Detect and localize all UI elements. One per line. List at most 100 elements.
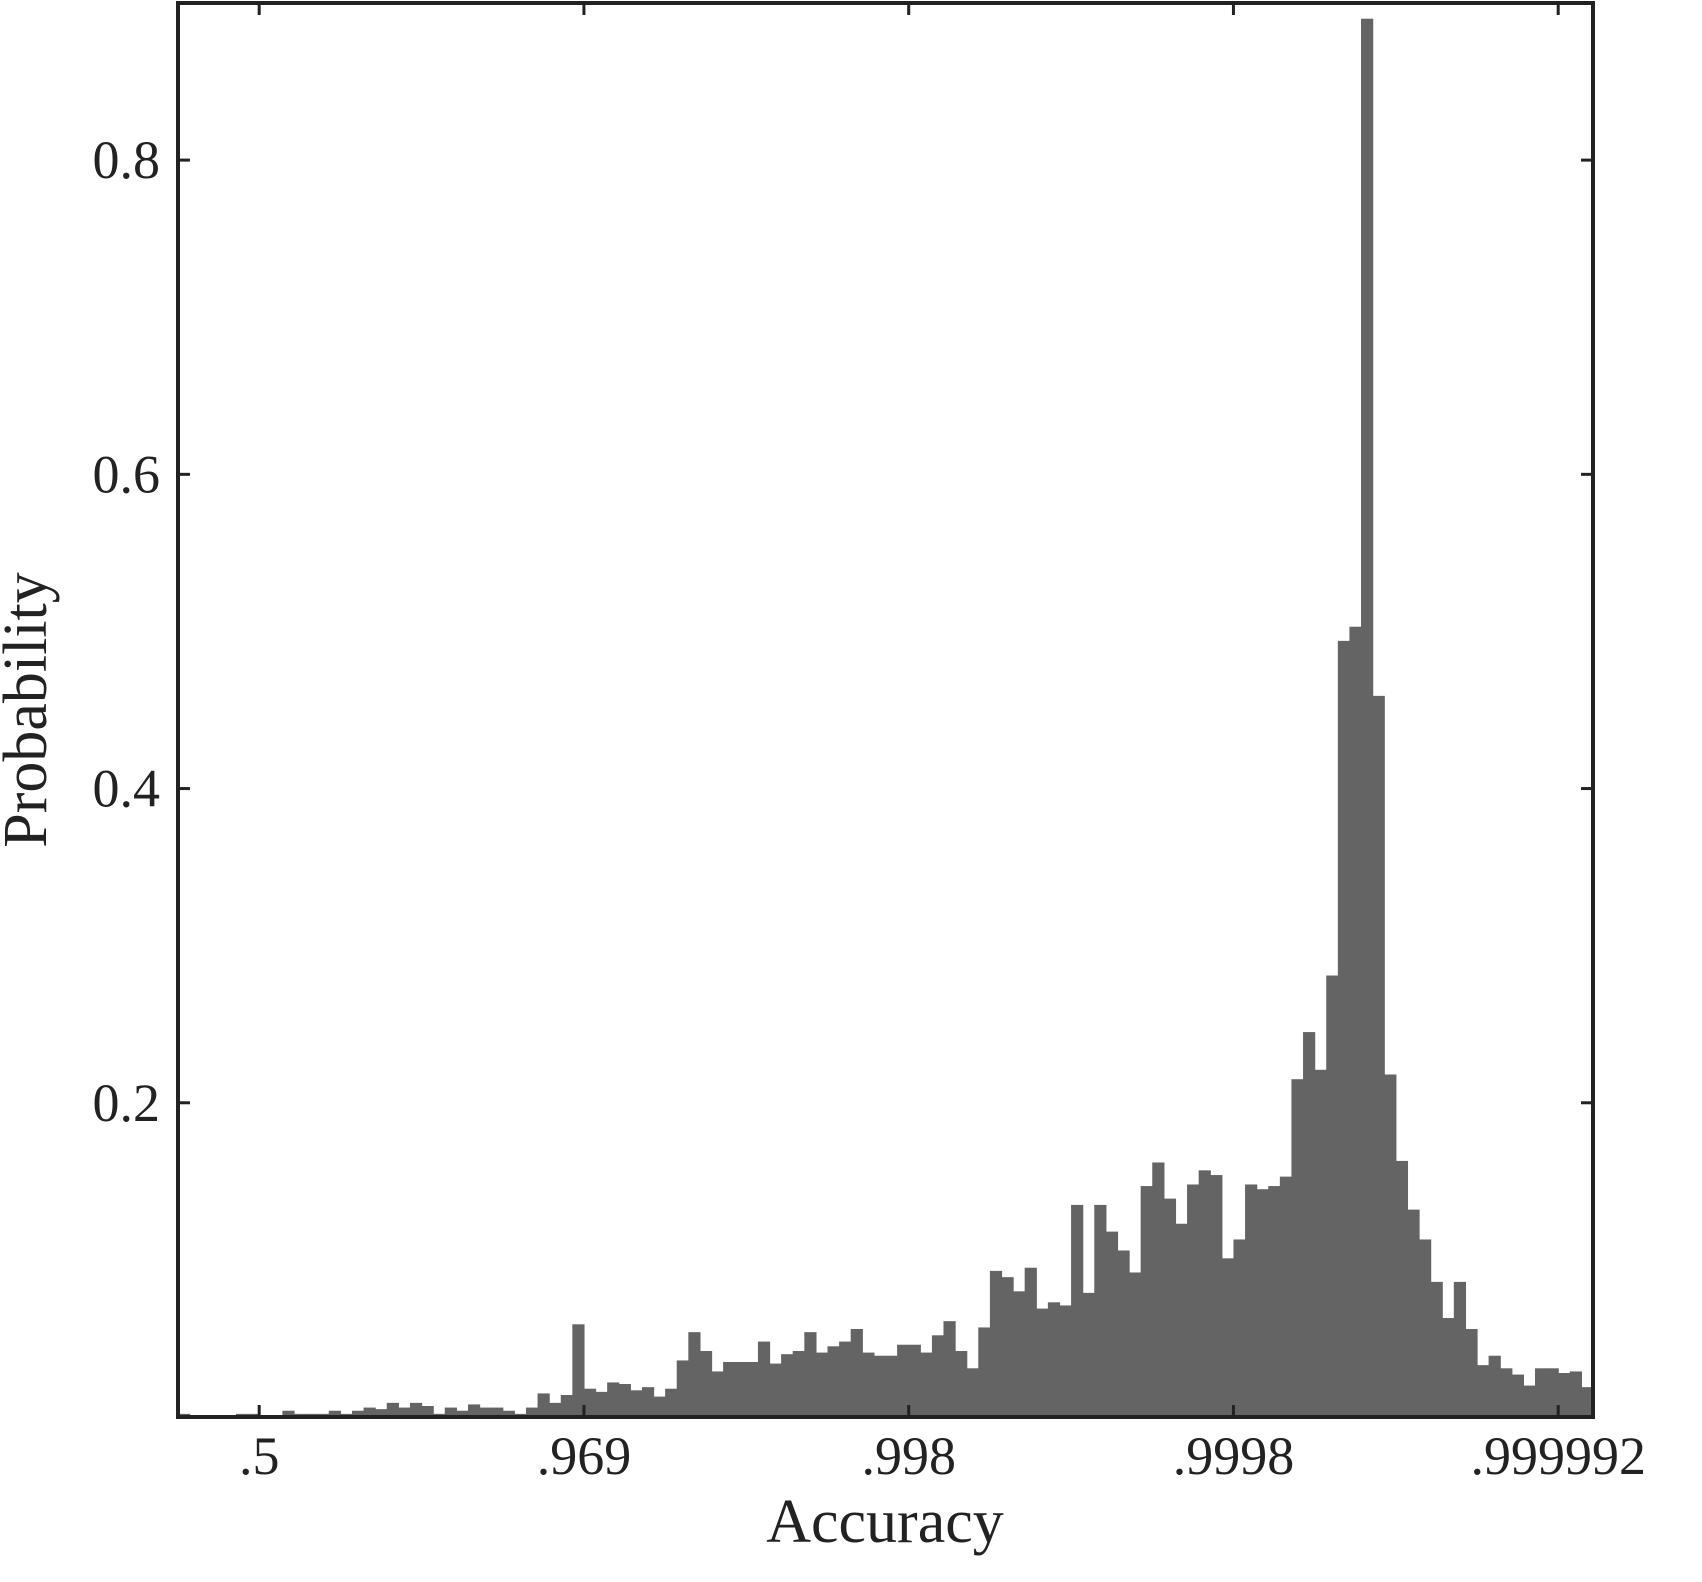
histogram-bar bbox=[1395, 1160, 1409, 1417]
histogram-bar bbox=[955, 1351, 968, 1417]
histogram-bar bbox=[769, 1363, 782, 1417]
histogram-bar bbox=[873, 1355, 887, 1417]
tick-labels-group: 0.2 0.4 0.6 0.8 .5 .969 .998 .9998 .999992 bbox=[93, 130, 1646, 1486]
histogram-bar bbox=[1326, 975, 1339, 1417]
histogram-bar bbox=[966, 1368, 979, 1417]
histogram-bar bbox=[734, 1362, 747, 1417]
histogram-bar bbox=[920, 1352, 933, 1417]
histogram-bar bbox=[804, 1332, 817, 1417]
histogram-bar bbox=[757, 1341, 771, 1417]
histogram-bar bbox=[1488, 1355, 1501, 1417]
histogram-bar bbox=[931, 1335, 945, 1417]
histogram-bar bbox=[1256, 1189, 1269, 1417]
histogram-bar bbox=[1569, 1371, 1582, 1417]
histogram-bar bbox=[1279, 1176, 1293, 1417]
histogram-bar bbox=[1105, 1231, 1119, 1417]
histogram-bar bbox=[1558, 1373, 1571, 1417]
histogram-bar bbox=[1337, 640, 1351, 1417]
histogram-bar bbox=[1082, 1292, 1095, 1417]
x-tick-label: .999992 bbox=[1470, 1426, 1646, 1486]
histogram-bar bbox=[1268, 1186, 1281, 1417]
histogram-bar bbox=[1059, 1305, 1072, 1417]
histogram-bar bbox=[560, 1395, 573, 1417]
histogram-bar bbox=[897, 1344, 910, 1417]
histogram-bar bbox=[398, 1407, 411, 1417]
histogram-bar bbox=[1303, 1032, 1316, 1417]
histogram-bar bbox=[1407, 1209, 1420, 1417]
histogram-bar bbox=[850, 1329, 863, 1417]
histogram-bar bbox=[375, 1409, 388, 1417]
histogram-bar bbox=[688, 1332, 701, 1417]
histogram-bar bbox=[1129, 1272, 1142, 1417]
histogram-bar bbox=[1245, 1184, 1258, 1417]
histogram-bar bbox=[1013, 1291, 1026, 1417]
histogram-bar bbox=[1210, 1175, 1223, 1417]
histogram-bar bbox=[711, 1371, 724, 1417]
histogram-bar bbox=[1581, 1387, 1594, 1417]
histogram-bar bbox=[792, 1351, 805, 1417]
histogram-bar bbox=[491, 1407, 504, 1417]
histogram-bar bbox=[1523, 1385, 1536, 1417]
histogram-bar bbox=[1546, 1368, 1559, 1417]
histogram-bar bbox=[583, 1388, 597, 1417]
histogram-bar bbox=[607, 1382, 620, 1417]
histogram-bar bbox=[1291, 1079, 1304, 1417]
histogram-bar bbox=[1477, 1365, 1490, 1417]
histogram-bar bbox=[1198, 1170, 1211, 1417]
histogram-bar bbox=[328, 1410, 341, 1417]
histogram-bar bbox=[665, 1388, 678, 1417]
histogram-bar bbox=[386, 1402, 399, 1417]
histogram-bar bbox=[444, 1407, 457, 1417]
histogram-bar bbox=[1187, 1184, 1200, 1417]
histogram-bar bbox=[746, 1362, 759, 1417]
histogram-bar bbox=[630, 1390, 643, 1417]
histogram-bar bbox=[1500, 1368, 1513, 1417]
x-axis-label: Accuracy bbox=[766, 1488, 1004, 1556]
histogram-bar bbox=[1361, 18, 1374, 1418]
y-tick-label: 0.4 bbox=[93, 759, 161, 819]
histogram-bar bbox=[1001, 1277, 1014, 1417]
histogram-bar bbox=[943, 1321, 956, 1417]
histogram-bar bbox=[699, 1351, 713, 1417]
histogram-bar bbox=[1511, 1374, 1525, 1417]
histogram-bar bbox=[1430, 1281, 1443, 1417]
histogram-bar bbox=[1094, 1204, 1107, 1417]
histogram-bar bbox=[1221, 1258, 1235, 1417]
histogram-bar bbox=[1024, 1267, 1037, 1417]
histogram-bar bbox=[1175, 1223, 1188, 1417]
histogram-bar bbox=[885, 1355, 898, 1417]
histogram-bar bbox=[781, 1354, 794, 1417]
histogram-bar bbox=[1349, 626, 1362, 1417]
histogram-bar bbox=[1453, 1281, 1467, 1417]
histogram-bar bbox=[1047, 1302, 1061, 1417]
histogram-bar bbox=[1372, 695, 1385, 1417]
histogram-bar bbox=[815, 1352, 829, 1417]
histogram-bar bbox=[1163, 1198, 1177, 1417]
x-tick-label: .998 bbox=[861, 1426, 956, 1486]
histogram-bar bbox=[653, 1396, 666, 1417]
histogram-bar bbox=[989, 1270, 1003, 1417]
histogram-bar bbox=[1419, 1239, 1432, 1417]
histogram-bar bbox=[862, 1352, 875, 1417]
histogram-bar bbox=[595, 1391, 608, 1417]
histogram-bar bbox=[421, 1406, 434, 1417]
histogram-bar bbox=[839, 1341, 852, 1417]
histogram-bar bbox=[456, 1410, 469, 1417]
histogram-bar bbox=[409, 1402, 423, 1417]
histogram-bar bbox=[978, 1327, 991, 1417]
plot-frame bbox=[176, 1, 1595, 1419]
histogram-bar bbox=[723, 1362, 736, 1417]
x-tick-label: .5 bbox=[239, 1426, 280, 1486]
histogram-bar bbox=[282, 1410, 295, 1417]
y-tick-label: 0.6 bbox=[93, 444, 161, 504]
histogram-bar bbox=[1384, 1074, 1397, 1417]
histogram-bar bbox=[549, 1402, 562, 1417]
histogram-bar bbox=[363, 1407, 376, 1417]
x-tick-label: .9998 bbox=[1173, 1426, 1295, 1486]
histogram-bar bbox=[618, 1384, 631, 1417]
histogram-bar bbox=[827, 1346, 840, 1417]
histogram-bar bbox=[1071, 1204, 1084, 1417]
y-tick-label: 0.8 bbox=[93, 130, 161, 190]
